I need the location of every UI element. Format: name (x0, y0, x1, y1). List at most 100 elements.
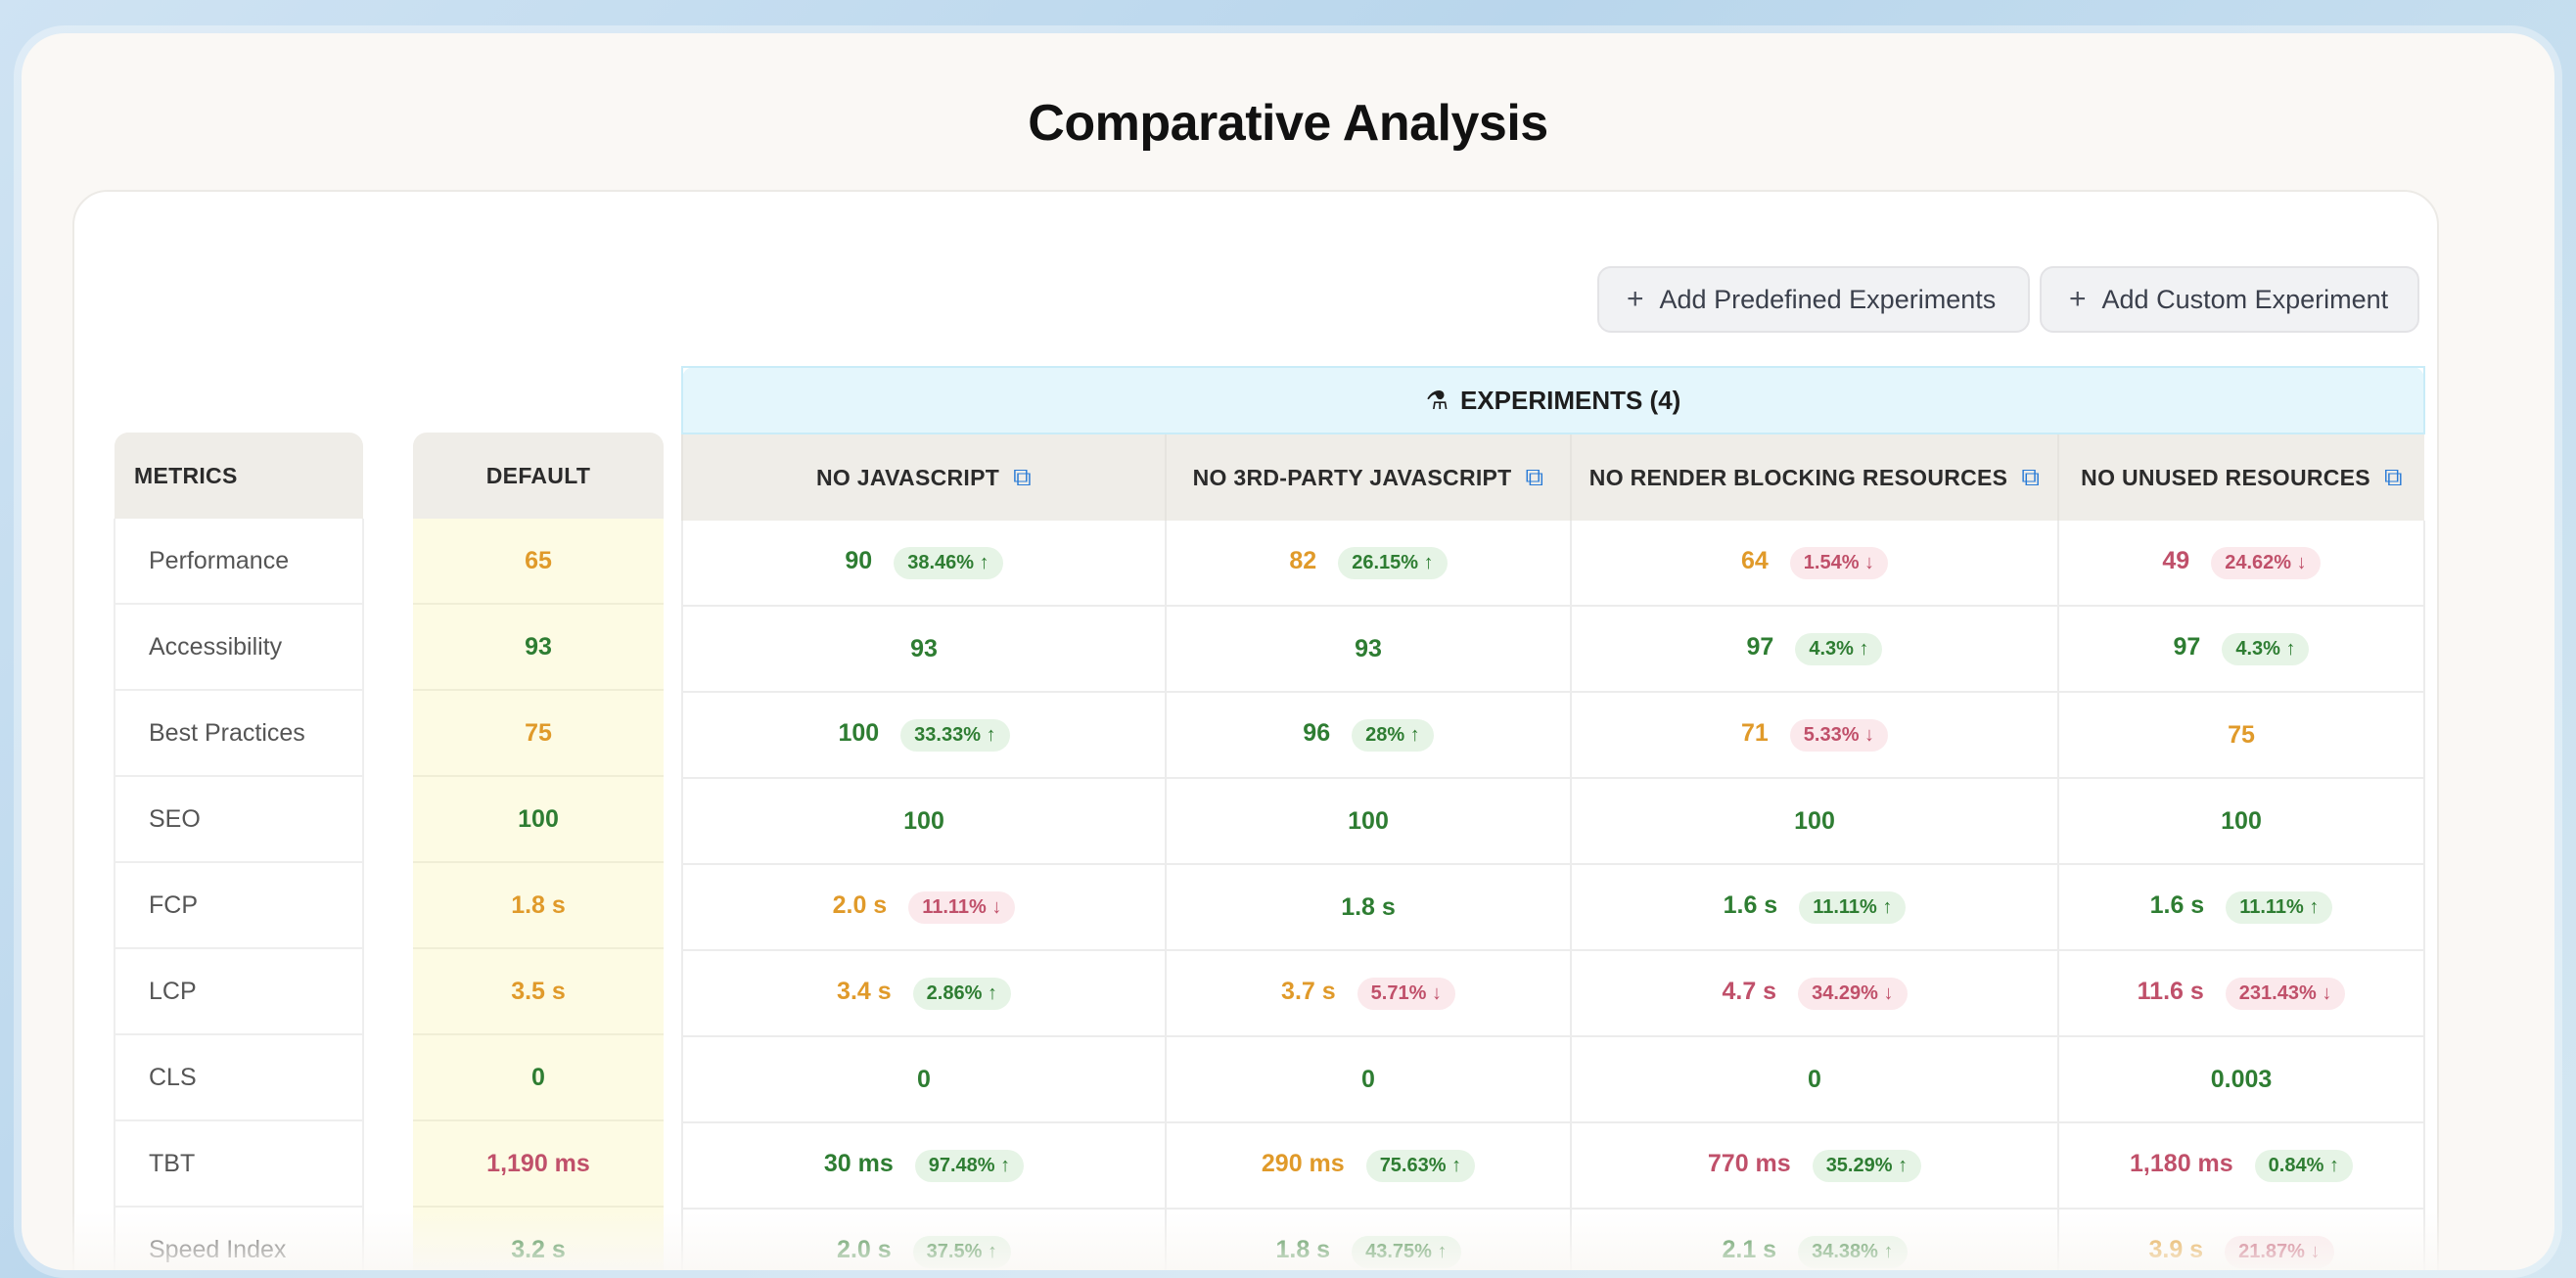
experiment-header: NO JAVASCRIPT ⧉ (681, 434, 1166, 521)
experiment-cell: 71 5.33% ↓ (1570, 692, 2058, 779)
metric-value: 93 (910, 634, 938, 662)
experiment-cell: 100 (2057, 778, 2425, 865)
experiment-cell: 97 4.3% ↑ (1570, 606, 2058, 693)
arrow-up-icon: ↑ (2285, 637, 2296, 660)
metric-value: 0 (917, 1065, 931, 1093)
metric-value: 97 (1746, 632, 1774, 661)
table-row: 2.0 s 11.11% ↓ 1.8 s 1.6 s 11.11% ↑ 1.6 s 11.1… (681, 864, 2425, 951)
metric-value: 1.8 s (1341, 892, 1396, 921)
experiment-cell: 0 (1165, 1036, 1571, 1123)
arrow-down-icon: ↓ (2296, 551, 2307, 573)
metric-value: 30 ms (823, 1149, 894, 1177)
metrics-header: METRICS (115, 433, 363, 519)
arrow-down-icon: ↓ (991, 895, 1002, 918)
default-value: 3.5 s (413, 948, 664, 1035)
metric-value: 64 (1740, 546, 1769, 574)
experiment-cell: 49 24.62% ↓ (2057, 521, 2425, 607)
metric-label: FCP (114, 862, 364, 949)
experiment-cell: 1.6 s 11.11% ↑ (1570, 864, 2058, 951)
experiment-cell: 90 38.46% ↑ (681, 521, 1166, 607)
experiment-cell: 1,180 ms 0.84% ↑ (2057, 1122, 2425, 1210)
experiment-cell: 100 (1570, 778, 2058, 865)
metric-label: LCP (114, 948, 364, 1035)
metric-label: Best Practices (114, 690, 364, 777)
experiment-cell: 100 (1165, 778, 1571, 865)
arrow-up-icon: ↑ (987, 981, 997, 1004)
experiment-cell: 3.7 s 5.71% ↓ (1165, 950, 1571, 1037)
arrow-up-icon: ↑ (1859, 637, 1869, 660)
app-window: Comparative Analysis + Add Predefined Ex… (22, 33, 2554, 1270)
experiment-cell: 82 26.15% ↑ (1165, 521, 1571, 607)
add-custom-experiment-button[interactable]: + Add Custom Experiment (2040, 266, 2419, 333)
delta-badge: 4.3% ↑ (2222, 632, 2310, 665)
metric-value: 2.0 s (832, 890, 888, 919)
experiment-cell: 30 ms 97.48% ↑ (681, 1122, 1166, 1210)
metric-label: CLS (114, 1034, 364, 1121)
add-custom-label: Add Custom Experiment (2101, 284, 2389, 314)
delta-badge: 5.33% ↓ (1789, 718, 1889, 752)
default-value: 65 (413, 519, 664, 605)
metric-value: 96 (1303, 718, 1331, 747)
arrow-down-icon: ↓ (1864, 723, 1875, 746)
experiment-cell: 96 28% ↑ (1165, 692, 1571, 779)
arrow-up-icon: ↑ (979, 551, 989, 573)
delta-badge: 33.33% ↑ (900, 718, 1010, 752)
experiment-title: NO JAVASCRIPT (816, 465, 1000, 490)
arrow-up-icon: ↑ (2309, 895, 2320, 918)
scroll-fade (22, 1211, 2554, 1270)
delta-badge: 5.71% ↓ (1357, 977, 1455, 1010)
metric-value: 0 (1808, 1065, 1821, 1093)
experiment-cell: 3.4 s 2.86% ↑ (681, 950, 1166, 1037)
delta-badge: 26.15% ↑ (1338, 546, 1448, 579)
table-row: 100 100 100 100 (681, 778, 2425, 865)
external-link-icon[interactable]: ⧉ (2021, 462, 2041, 491)
metric-value: 4.7 s (1722, 977, 1777, 1005)
delta-badge: 11.11% ↑ (1799, 890, 1907, 924)
metric-value: 100 (1348, 806, 1389, 835)
experiment-cell: 93 (1165, 606, 1571, 693)
arrow-up-icon: ↑ (1451, 1154, 1462, 1176)
default-value: 100 (413, 776, 664, 863)
experiment-cell: 0.003 (2057, 1036, 2425, 1123)
table-row: 100 33.33% ↑ 96 28% ↑ 71 5.33% ↓ 75 (681, 692, 2425, 779)
table-row: 30 ms 97.48% ↑ 290 ms 75.63% ↑ 770 ms 35.29% … (681, 1122, 2425, 1210)
experiment-cell: 0 (681, 1036, 1166, 1123)
experiment-header: NO 3RD-PARTY JAVASCRIPT ⧉ (1165, 434, 1571, 521)
experiment-cell: 770 ms 35.29% ↑ (1570, 1122, 2058, 1210)
delta-badge: 34.29% ↓ (1798, 977, 1908, 1010)
delta-badge: 231.43% ↓ (2225, 977, 2346, 1010)
delta-badge: 4.3% ↑ (1795, 632, 1883, 665)
arrow-up-icon: ↑ (1000, 1154, 1011, 1176)
add-predefined-experiments-button[interactable]: + Add Predefined Experiments (1597, 266, 2030, 333)
default-value: 93 (413, 604, 664, 691)
default-value: 1.8 s (413, 862, 664, 949)
metric-value: 49 (2162, 546, 2190, 574)
experiment-title: NO 3RD-PARTY JAVASCRIPT (1192, 465, 1512, 490)
delta-badge: 2.86% ↑ (912, 977, 1011, 1010)
plus-icon: + (1627, 283, 1644, 315)
experiment-cell: 75 (2057, 692, 2425, 779)
arrow-up-icon: ↑ (1898, 1154, 1909, 1176)
page-title: Comparative Analysis (1028, 95, 1548, 152)
experiment-cell: 1.6 s 11.11% ↑ (2057, 864, 2425, 951)
experiments-banner: ⚗ EXPERIMENTS (4) (681, 366, 2425, 434)
experiment-cell: 11.6 s 231.43% ↓ (2057, 950, 2425, 1037)
external-link-icon[interactable]: ⧉ (1013, 462, 1032, 491)
arrow-up-icon: ↑ (1409, 723, 1420, 746)
add-predefined-label: Add Predefined Experiments (1659, 284, 1997, 314)
metric-value: 100 (2221, 806, 2262, 835)
external-link-icon[interactable]: ⧉ (2383, 462, 2403, 491)
default-value: 0 (413, 1034, 664, 1121)
default-header: DEFAULT (413, 433, 664, 519)
delta-badge: 24.62% ↓ (2211, 546, 2321, 579)
experiment-header: NO RENDER BLOCKING RESOURCES ⧉ (1570, 434, 2058, 521)
arrow-down-icon: ↓ (1883, 981, 1894, 1004)
external-link-icon[interactable]: ⧉ (1525, 462, 1544, 491)
default-value: 1,190 ms (413, 1120, 664, 1208)
delta-badge: 11.11% ↓ (908, 890, 1016, 924)
experiment-cell: 100 (681, 778, 1166, 865)
metric-value: 93 (1355, 634, 1382, 662)
delta-badge: 0.84% ↑ (2254, 1149, 2353, 1182)
metric-value: 290 ms (1261, 1149, 1345, 1177)
